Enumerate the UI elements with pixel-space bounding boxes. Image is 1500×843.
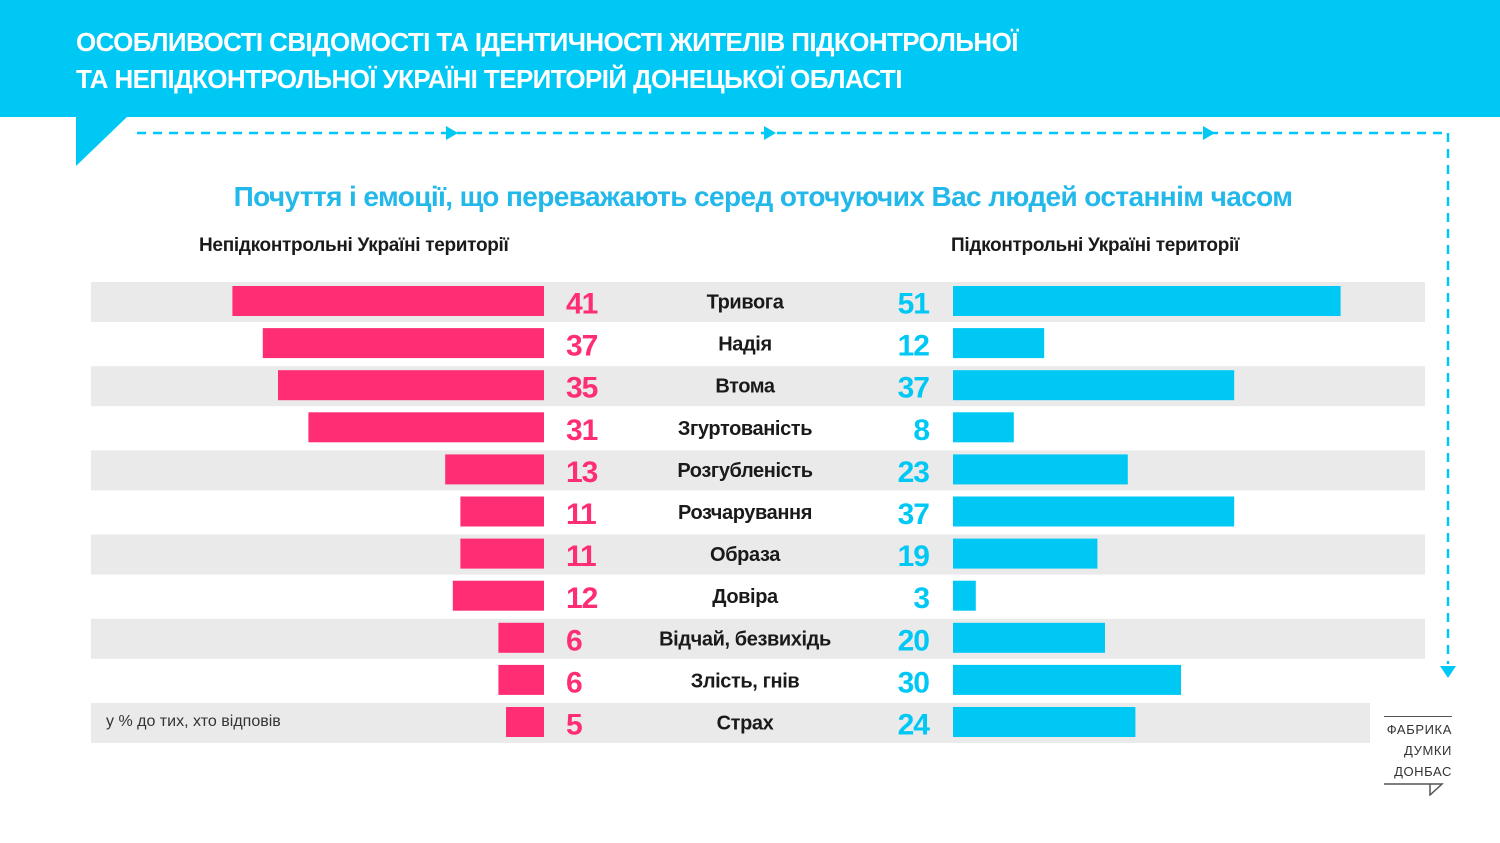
bar-right bbox=[953, 412, 1014, 443]
row-band bbox=[91, 450, 1425, 491]
logo-line-1: ФАБРИКА bbox=[1386, 722, 1452, 737]
logo-line-2: ДУМКИ bbox=[1404, 743, 1452, 758]
value-label-left: 31 bbox=[566, 414, 598, 447]
logo: ФАБРИКА ДУМКИ ДОНБАС bbox=[1384, 716, 1452, 796]
bar-left bbox=[452, 580, 544, 611]
row-band bbox=[91, 534, 1425, 575]
value-label-left: 5 bbox=[566, 709, 582, 742]
category-label: Розчарування bbox=[678, 502, 812, 524]
value-label-left: 41 bbox=[566, 288, 598, 321]
bar-right bbox=[953, 370, 1235, 401]
value-label-right: 37 bbox=[898, 498, 930, 531]
header-banner: ОСОБЛИВОСТІ СВІДОМОСТІ ТА ІДЕНТИЧНОСТІ Ж… bbox=[0, 0, 1500, 117]
series-label-right: Підконтрольні Україні території bbox=[951, 235, 1240, 256]
row-band bbox=[91, 618, 1425, 659]
value-label-right: 19 bbox=[898, 540, 930, 573]
value-label-right: 8 bbox=[913, 414, 929, 447]
logo-speech-tail bbox=[1384, 783, 1444, 796]
value-label-right: 12 bbox=[898, 330, 930, 363]
value-label-left: 6 bbox=[566, 624, 582, 657]
bar-left bbox=[460, 496, 544, 527]
value-label-right: 30 bbox=[898, 666, 930, 699]
bar-right bbox=[953, 286, 1341, 316]
bar-left bbox=[460, 538, 544, 569]
category-label: Страх bbox=[717, 713, 774, 735]
footnote: у % до тих, хто відповів bbox=[106, 713, 281, 730]
bar-right bbox=[953, 664, 1181, 695]
bar-left bbox=[262, 328, 544, 359]
arrow-down-icon bbox=[1440, 666, 1456, 678]
bar-left bbox=[278, 370, 544, 401]
category-label: Довіра bbox=[712, 586, 779, 608]
category-label: Образа bbox=[710, 544, 781, 566]
arrow-right-icon bbox=[446, 126, 458, 140]
page-title-line-2: ТА НЕПІДКОНТРОЛЬНОЇ УКРАЇНІ ТЕРИТОРІЙ ДО… bbox=[76, 64, 902, 94]
bar-left bbox=[498, 622, 544, 653]
value-label-left: 11 bbox=[566, 498, 596, 531]
page-title: ОСОБЛИВОСТІ СВІДОМОСТІ ТА ІДЕНТИЧНОСТІ Ж… bbox=[76, 24, 1176, 98]
bar-left bbox=[506, 707, 544, 737]
bar-right bbox=[953, 454, 1128, 485]
bar-left bbox=[308, 412, 544, 443]
category-label: Відчай, безвихідь bbox=[659, 628, 831, 650]
value-label-left: 12 bbox=[566, 582, 598, 615]
bar-right bbox=[953, 538, 1098, 569]
bar-right bbox=[953, 580, 976, 611]
category-label: Втома bbox=[715, 376, 776, 398]
banner-flag-shape bbox=[76, 116, 128, 166]
bar-left bbox=[498, 664, 544, 695]
category-label: Згуртованість bbox=[678, 418, 812, 440]
row-band bbox=[91, 703, 1370, 743]
category-label: Злість, гнів bbox=[691, 670, 800, 692]
chart-title: Почуття і емоції, що переважають серед о… bbox=[233, 181, 1293, 212]
category-label: Розгубленість bbox=[677, 460, 812, 482]
bar-right bbox=[953, 622, 1105, 653]
category-label: Надія bbox=[718, 334, 772, 356]
bar-right bbox=[953, 707, 1136, 737]
value-label-right: 23 bbox=[898, 456, 930, 489]
logo-line-3: ДОНБАС bbox=[1394, 764, 1452, 779]
arrow-right-icon bbox=[764, 126, 776, 140]
value-label-left: 6 bbox=[566, 666, 582, 699]
value-label-right: 37 bbox=[898, 372, 930, 405]
value-label-right: 3 bbox=[913, 582, 929, 615]
value-label-right: 24 bbox=[898, 709, 931, 742]
category-label: Тривога bbox=[707, 292, 785, 314]
value-label-left: 13 bbox=[566, 456, 598, 489]
value-label-right: 20 bbox=[898, 624, 930, 657]
value-label-left: 35 bbox=[566, 372, 598, 405]
series-label-left: Непідконтрольні Україні території bbox=[199, 235, 509, 256]
bar-right bbox=[953, 496, 1235, 527]
value-label-right: 51 bbox=[898, 288, 930, 321]
logo-divider bbox=[1384, 716, 1452, 717]
bar-left bbox=[445, 454, 544, 485]
value-label-left: 11 bbox=[566, 540, 596, 573]
value-label-left: 37 bbox=[566, 330, 598, 363]
page-title-line-1: ОСОБЛИВОСТІ СВІДОМОСТІ ТА ІДЕНТИЧНОСТІ Ж… bbox=[76, 27, 1018, 57]
bar-left bbox=[232, 286, 544, 316]
bar-right bbox=[953, 328, 1045, 359]
arrow-right-icon bbox=[1203, 126, 1215, 140]
